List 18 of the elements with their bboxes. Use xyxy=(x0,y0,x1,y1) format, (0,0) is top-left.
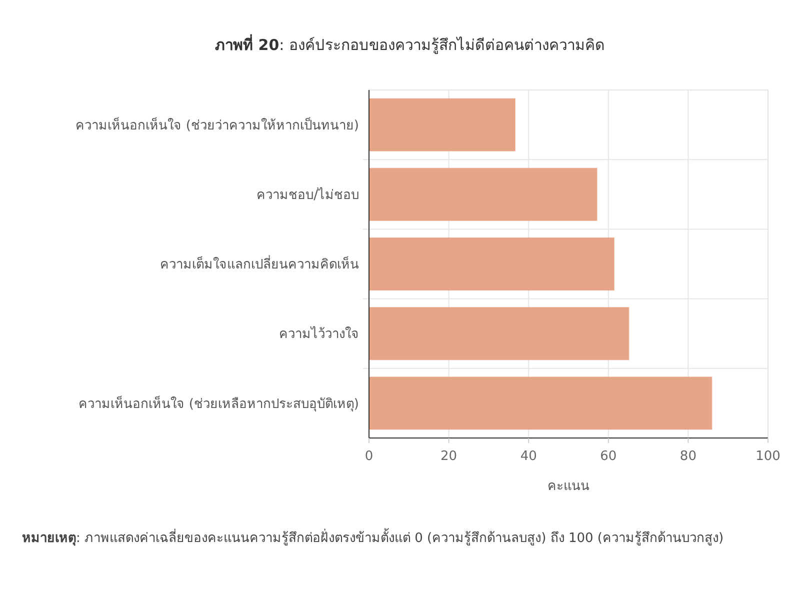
x-axis-title: คะแนน xyxy=(548,479,590,494)
y-tick-label: ความชอบ/ไม่ชอบ xyxy=(256,186,359,203)
x-tick-label: 40 xyxy=(520,449,537,464)
y-tick-label: ความไว้วางใจ xyxy=(279,326,359,342)
x-tick-label: 80 xyxy=(680,449,696,464)
x-tick-label: 20 xyxy=(440,449,458,464)
x-tick-label: 0 xyxy=(364,449,374,464)
chart-title: ภาพที่ 20: องค์ประกอบของความรู้สึกไม่ดีต่อคนต่างความคิด xyxy=(215,34,605,54)
bar xyxy=(368,307,630,360)
bar xyxy=(368,168,598,221)
bar xyxy=(368,237,614,291)
bar xyxy=(368,98,516,152)
y-tick-label: ความเห็นอกเห็นใจ (ช่วยว่าความให้หากเป็นทนาย) xyxy=(76,115,359,134)
y-tick-label: ความเต็มใจแลกเปลี่ยนความคิดเห็น xyxy=(160,254,359,273)
bar xyxy=(368,376,712,430)
x-tick-label: 60 xyxy=(600,449,617,464)
x-tick-label: 100 xyxy=(756,449,780,464)
y-tick-label: ความเห็นอกเห็นใจ (ช่วยเหลือหากประสบอุบัติเหตุ) xyxy=(78,394,359,412)
